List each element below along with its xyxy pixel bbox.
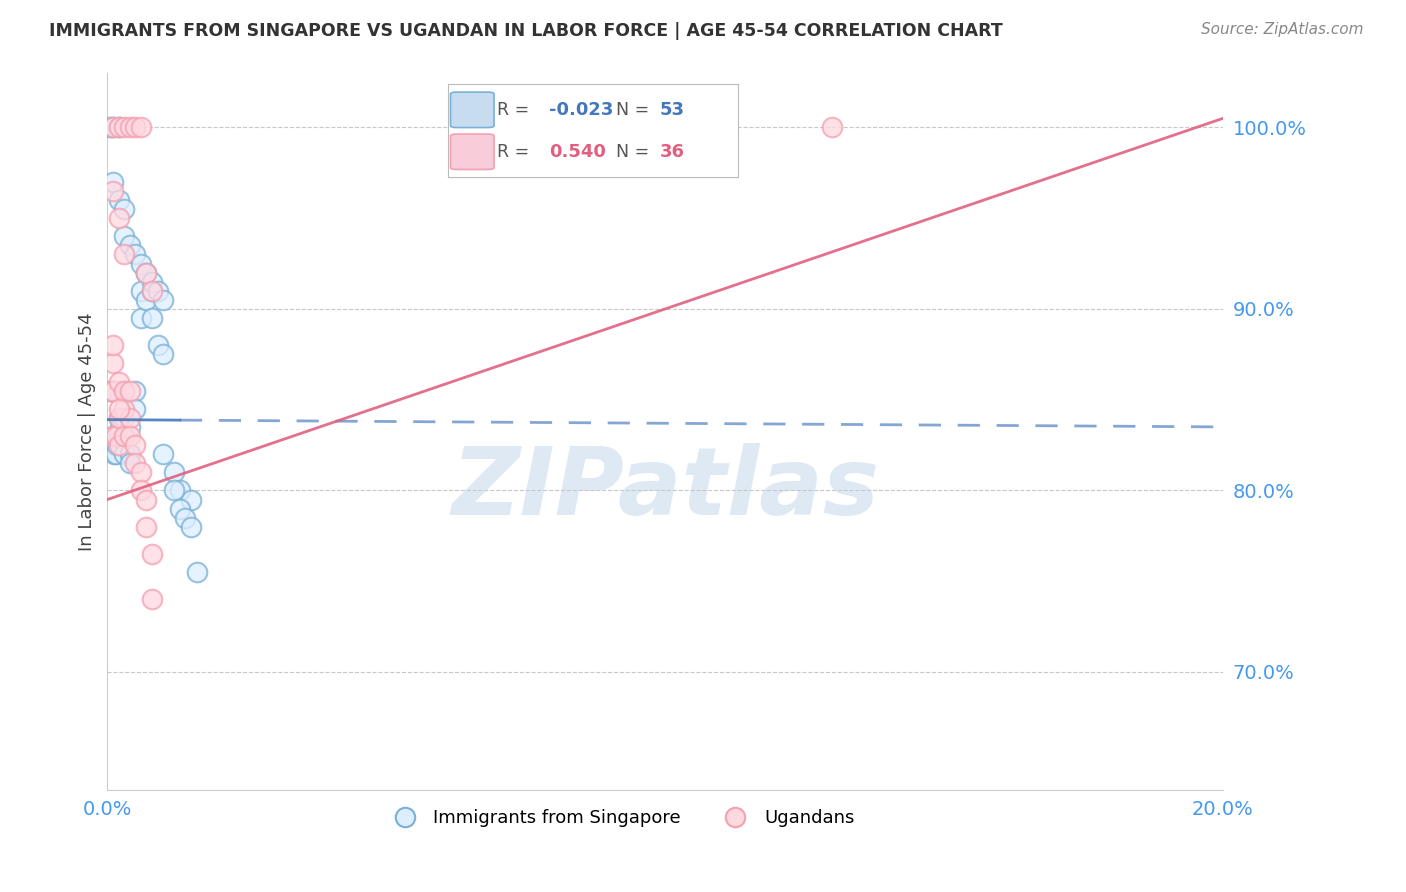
Point: [118, 429, 141, 443]
Point: [101, 384, 124, 398]
Point: [118, 384, 141, 398]
Point: [186, 565, 208, 579]
Point: [112, 120, 135, 135]
Text: IMMIGRANTS FROM SINGAPORE VS UGANDAN IN LABOR FORCE | AGE 45-54 CORRELATION CHAR: IMMIGRANTS FROM SINGAPORE VS UGANDAN IN …: [49, 22, 1002, 40]
Point: [112, 447, 135, 461]
Point: [112, 202, 135, 216]
Point: [107, 438, 129, 452]
Point: [129, 256, 152, 270]
Point: [180, 492, 202, 507]
Point: [107, 120, 129, 135]
Point: [129, 311, 152, 326]
Point: [141, 311, 163, 326]
Point: [118, 410, 141, 425]
Point: [98, 384, 121, 398]
Point: [101, 120, 124, 135]
Point: [107, 438, 129, 452]
Point: [107, 120, 129, 135]
Point: [101, 120, 124, 135]
Point: [101, 429, 124, 443]
Legend: Immigrants from Singapore, Ugandans: Immigrants from Singapore, Ugandans: [380, 802, 862, 835]
Point: [101, 384, 124, 398]
Point: [104, 429, 127, 443]
Point: [152, 347, 174, 361]
Point: [129, 120, 152, 135]
Point: [112, 247, 135, 261]
Point: [107, 429, 129, 443]
Point: [118, 238, 141, 252]
Point: [101, 356, 124, 370]
Point: [112, 429, 135, 443]
Point: [107, 211, 129, 226]
Point: [112, 384, 135, 398]
Point: [174, 510, 197, 524]
Point: [103, 447, 125, 461]
Point: [124, 247, 146, 261]
Point: [107, 410, 129, 425]
Y-axis label: In Labor Force | Age 45-54: In Labor Force | Age 45-54: [79, 312, 96, 550]
Point: [107, 384, 129, 398]
Point: [141, 275, 163, 289]
Point: [163, 483, 186, 498]
Point: [112, 229, 135, 244]
Point: [124, 120, 146, 135]
Point: [141, 284, 163, 298]
Point: [112, 410, 135, 425]
Point: [118, 447, 141, 461]
Point: [129, 465, 152, 479]
Point: [141, 592, 163, 607]
Point: [112, 429, 135, 443]
Point: [101, 338, 124, 352]
Point: [107, 375, 129, 389]
Point: [107, 410, 129, 425]
Point: [118, 420, 141, 434]
Point: [152, 447, 174, 461]
Point: [152, 293, 174, 307]
Point: [124, 438, 146, 452]
Point: [124, 401, 146, 416]
Text: ZIPatlas: ZIPatlas: [451, 442, 879, 535]
Point: [124, 456, 146, 470]
Point: [101, 175, 124, 189]
Point: [98, 384, 121, 398]
Point: [135, 520, 157, 534]
Point: [146, 338, 169, 352]
Point: [180, 520, 202, 534]
Point: [107, 401, 129, 416]
Point: [141, 547, 163, 561]
Point: [135, 492, 157, 507]
Point: [124, 384, 146, 398]
Point: [98, 120, 121, 135]
Point: [135, 266, 157, 280]
Point: [112, 384, 135, 398]
Point: [108, 420, 131, 434]
Point: [118, 120, 141, 135]
Point: [135, 266, 157, 280]
Point: [169, 483, 191, 498]
Point: [104, 447, 127, 461]
Point: [169, 501, 191, 516]
Point: [821, 120, 844, 135]
Point: [135, 266, 157, 280]
Text: Source: ZipAtlas.com: Source: ZipAtlas.com: [1201, 22, 1364, 37]
Point: [141, 284, 163, 298]
Point: [129, 483, 152, 498]
Point: [101, 438, 124, 452]
Point: [107, 193, 129, 207]
Point: [112, 401, 135, 416]
Point: [101, 184, 124, 198]
Point: [146, 284, 169, 298]
Point: [110, 410, 132, 425]
Point: [129, 284, 152, 298]
Point: [163, 465, 186, 479]
Point: [101, 384, 124, 398]
Point: [135, 293, 157, 307]
Point: [118, 456, 141, 470]
Point: [101, 429, 124, 443]
